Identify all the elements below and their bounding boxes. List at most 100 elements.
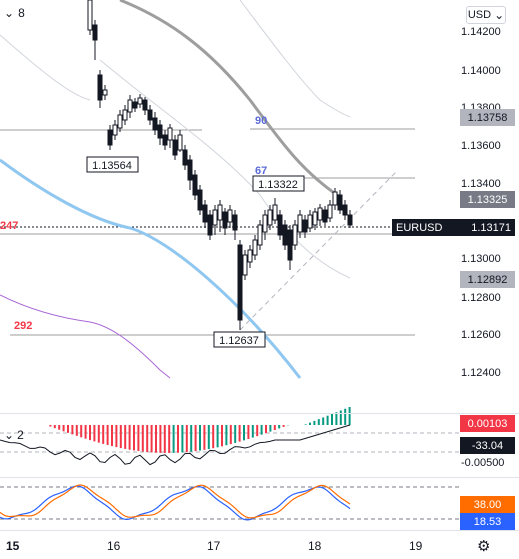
mid-label-box bbox=[252, 175, 305, 192]
chevron-down-icon[interactable]: ⌄ bbox=[4, 428, 15, 442]
candle-body bbox=[167, 127, 173, 141]
macd-bar bbox=[221, 425, 223, 447]
macd-bar bbox=[326, 415, 329, 425]
candle-body bbox=[132, 101, 138, 109]
macd-bar bbox=[181, 425, 184, 453]
candle-body bbox=[227, 209, 233, 223]
oscillator-line bbox=[0, 424, 351, 466]
macd-bar bbox=[203, 425, 206, 450]
price-axis-label: 1.13000 bbox=[461, 253, 501, 265]
gear-icon[interactable]: ⚙ bbox=[477, 538, 491, 555]
macd-value-tag: 0.00103 bbox=[460, 415, 515, 432]
candle-body bbox=[127, 99, 133, 113]
macd-bar bbox=[137, 425, 140, 452]
last-price: 1.13171 bbox=[471, 221, 511, 234]
macd-bar bbox=[67, 425, 69, 433]
pane-divider[interactable] bbox=[0, 413, 519, 414]
macd-bar bbox=[348, 407, 351, 425]
macd-bar bbox=[278, 425, 281, 429]
ma292-label: 292 bbox=[14, 320, 32, 332]
macd-bar bbox=[53, 425, 56, 429]
upper-band bbox=[239, 0, 351, 118]
pane-divider[interactable] bbox=[0, 477, 519, 478]
price-axis-label: 1.14000 bbox=[461, 65, 501, 77]
currency-selector[interactable]: USD ⌄ bbox=[466, 6, 506, 24]
macd-bar bbox=[194, 425, 197, 452]
candle-body bbox=[197, 189, 203, 211]
candle-body bbox=[152, 117, 158, 131]
high-label-box bbox=[86, 156, 139, 173]
candle-body bbox=[267, 209, 273, 226]
symbol-price-tag: EURUSD 1.13171 bbox=[392, 219, 515, 236]
symbol-label: EURUSD bbox=[396, 221, 443, 234]
macd-bar bbox=[199, 425, 201, 451]
macd-bar bbox=[243, 425, 245, 441]
macd-bar bbox=[71, 425, 74, 435]
oscillator-value-tag: -33.04 bbox=[460, 437, 515, 454]
macd-bar bbox=[102, 425, 105, 444]
macd-bar bbox=[159, 425, 162, 453]
candle-body bbox=[277, 214, 283, 236]
macd-bar bbox=[106, 425, 109, 446]
stoch-k-tag: 38.00 bbox=[460, 496, 515, 513]
candle-body bbox=[207, 214, 213, 236]
candle-body bbox=[172, 139, 178, 156]
candle-body bbox=[247, 249, 253, 263]
candle-body bbox=[87, 0, 93, 31]
candle-body bbox=[252, 239, 258, 256]
macd-bar bbox=[93, 425, 96, 442]
macd-bar bbox=[251, 425, 254, 438]
candle-body bbox=[112, 124, 118, 136]
candle-body bbox=[97, 74, 103, 101]
candle-body bbox=[317, 207, 323, 221]
macd-bar bbox=[247, 425, 250, 439]
candle-body bbox=[192, 174, 198, 196]
candle-body bbox=[282, 224, 288, 246]
interval-selector[interactable]: ⌄ 8 bbox=[4, 6, 25, 20]
macd-bar bbox=[155, 425, 157, 453]
macd-bar bbox=[89, 425, 91, 441]
chevron-down-icon: ⌄ bbox=[494, 8, 505, 22]
ma-blue-line bbox=[0, 158, 302, 379]
macd-bar bbox=[309, 422, 311, 425]
macd-bar bbox=[331, 413, 333, 425]
ma-grey-price-tag: 1.13325 bbox=[460, 191, 515, 208]
trend-line bbox=[239, 169, 399, 331]
macd-bar bbox=[256, 425, 259, 437]
candle-body bbox=[157, 124, 163, 139]
macd-bar bbox=[84, 425, 87, 439]
candle-body bbox=[302, 219, 308, 233]
indicator-count: 2 bbox=[17, 428, 24, 442]
candle-body bbox=[202, 204, 208, 223]
macd-bar bbox=[133, 425, 135, 451]
candle-body bbox=[137, 97, 143, 105]
candle-body bbox=[107, 129, 113, 146]
macd-histogram bbox=[49, 407, 351, 453]
indicator-pane-toggle[interactable]: ⌄ 2 bbox=[4, 428, 24, 442]
candle-body bbox=[347, 214, 353, 226]
macd-bar bbox=[49, 425, 52, 427]
macd-bar bbox=[168, 425, 171, 453]
candle-body bbox=[182, 149, 188, 166]
candle-body bbox=[322, 209, 328, 223]
candle-body bbox=[92, 24, 98, 41]
candle-body bbox=[147, 109, 153, 121]
macd-bar bbox=[111, 425, 113, 447]
macd-bar bbox=[124, 425, 127, 449]
chevron-down-icon[interactable]: ⌄ bbox=[4, 6, 15, 20]
macd-bar bbox=[282, 425, 285, 427]
macd-bar bbox=[322, 417, 325, 425]
ma-purple-line bbox=[0, 294, 171, 379]
macd-bar bbox=[141, 425, 144, 452]
candle-body bbox=[162, 134, 168, 146]
price-axis-label: 1.12400 bbox=[461, 367, 501, 379]
macd-bar bbox=[62, 425, 65, 432]
macd-bar bbox=[304, 424, 307, 425]
candle-body bbox=[307, 214, 313, 229]
candle-body bbox=[237, 244, 243, 321]
candle-body bbox=[257, 224, 263, 246]
macd-bar bbox=[225, 425, 228, 446]
macd-bar bbox=[115, 425, 118, 448]
stoch-d-tag: 18.53 bbox=[460, 513, 515, 530]
